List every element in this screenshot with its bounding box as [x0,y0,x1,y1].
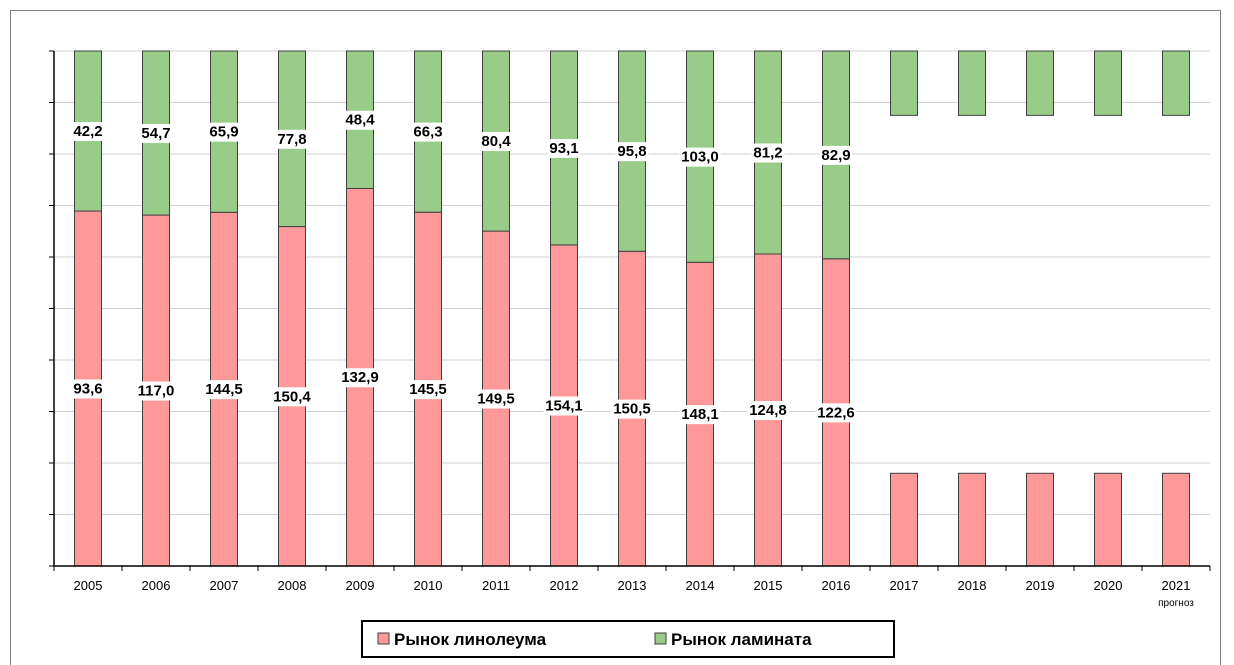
data-label-background [611,399,653,419]
x-tick-label-2008: 2008 [278,578,307,593]
x-tick-label-2005: 2005 [74,578,103,593]
data-label-laminate-2009: 48,4 [345,112,375,129]
data-label-laminate-2006: 54,7 [141,125,170,142]
bar-linoleum-2021 [1162,472,1190,567]
data-label-linoleum-2015: 124,8 [749,402,787,419]
data-label-linoleum-2011: 149,5 [477,391,515,408]
data-label-linoleum-2006: 117,0 [138,383,175,400]
data-label-background [139,124,173,144]
data-labels: 93,6 42,2 117,0 54,7 144,5 65,9 150,4 77,8 132,9… [71,110,857,425]
x-tick-label-2016: 2016 [822,578,851,593]
bar-laminate-2017 [890,50,918,116]
data-label-background [135,381,177,401]
bar-laminate-2021 [1162,50,1190,116]
legend-box [361,620,895,658]
x-tick-label-2010: 2010 [414,578,443,593]
data-label-laminate-2005: 42,2 [73,123,102,140]
bar-laminate-2018 [958,50,986,116]
data-label-background [479,132,514,152]
data-label-background [71,379,105,399]
x-tick-label-2019: 2019 [1026,578,1055,593]
data-label-background [203,380,245,400]
bar-linoleum-2020 [1094,472,1122,567]
data-label-laminate-2014: 103,0 [681,149,719,166]
data-label-background [71,122,105,142]
bar-linoleum-2019 [1026,472,1054,567]
data-label-background [411,122,445,142]
data-label-laminate-2008: 77,8 [277,131,306,148]
data-label-background [407,380,449,400]
forecast-note: прогноз [1158,598,1194,609]
x-tick-label-2017: 2017 [890,578,919,593]
data-label-linoleum-2010: 145,5 [409,381,447,398]
data-label-laminate-2011: 80,4 [481,133,511,150]
x-tick-label-2021: 2021 [1162,578,1191,593]
data-label-linoleum-2012: 154,1 [545,397,583,414]
legend-label-linoleum: Рынок линолеума [394,630,547,649]
x-tick-label-2013: 2013 [618,578,647,593]
x-tick-label-2012: 2012 [550,578,579,593]
data-label-laminate-2010: 66,3 [413,124,442,141]
x-tick-label-2014: 2014 [686,578,715,593]
bar-linoleum-2017 [890,472,918,567]
data-label-background [343,110,378,130]
x-tick-label-2015: 2015 [754,578,783,593]
data-label-background [475,389,517,409]
legend-label-laminate: Рынок ламината [671,630,812,649]
data-label-linoleum-2008: 150,4 [273,388,311,405]
data-label-background [751,143,785,163]
x-tick-label-2006: 2006 [142,578,171,593]
data-label-linoleum-2005: 93,6 [73,381,102,398]
data-label-background [819,145,853,165]
bar-linoleum-2018 [958,472,986,567]
data-label-linoleum-2016: 122,6 [817,404,855,421]
data-label-linoleum-2009: 132,9 [341,369,379,386]
data-label-background [339,368,381,388]
legend-swatch-laminate [654,632,667,645]
data-label-background [207,122,241,142]
data-label-laminate-2013: 95,8 [617,143,646,160]
data-label-background [615,142,649,162]
data-label-linoleum-2013: 150,5 [613,401,651,418]
data-label-background [679,405,721,425]
x-tick-label-2020: 2020 [1094,578,1123,593]
data-label-laminate-2016: 82,9 [821,147,850,164]
data-label-background [815,403,857,423]
x-tick-label-2018: 2018 [958,578,987,593]
data-label-laminate-2007: 65,9 [209,124,238,141]
data-label-linoleum-2014: 148,1 [681,406,719,423]
legend: Рынок линолеума Рынок ламината [361,620,895,658]
bar-laminate-2019 [1026,50,1054,116]
x-tick-labels: 2005 2006 2007 2008 2009 2010 2011 2012 2013 2014… [74,578,1195,609]
x-tick-label-2007: 2007 [210,578,239,593]
data-label-background [271,387,314,407]
data-label-laminate-2012: 93,1 [549,140,578,157]
axes [49,50,1211,571]
legend-swatch-linoleum [377,632,390,645]
data-label-laminate-2015: 81,2 [753,145,782,162]
data-label-background [543,396,585,416]
data-label-background [275,129,309,149]
bar-laminate-2020 [1094,50,1122,116]
data-label-background [547,138,581,158]
x-tick-label-2009: 2009 [346,578,375,593]
data-label-background [747,401,789,420]
data-label-linoleum-2007: 144,5 [205,381,243,398]
x-tick-label-2011: 2011 [482,578,510,593]
data-label-background [679,147,721,167]
